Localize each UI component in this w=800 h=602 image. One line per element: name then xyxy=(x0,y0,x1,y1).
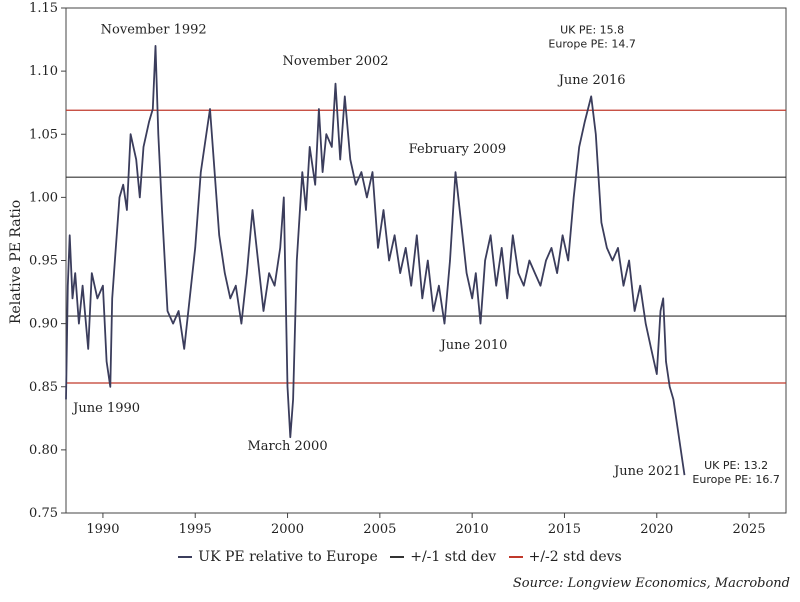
x-tick-label: 2025 xyxy=(733,522,766,537)
annotation-label: November 2002 xyxy=(283,54,389,69)
annotation-label: February 2009 xyxy=(409,142,506,157)
std-dev-lines xyxy=(66,109,786,384)
annotation-label: November 1992 xyxy=(101,22,207,37)
legend: UK PE relative to Europe +/-1 std dev +/… xyxy=(0,546,800,565)
y-tick-label: 1.05 xyxy=(29,127,58,142)
x-tick-label: 2005 xyxy=(363,522,396,537)
y-tick-label: 1.15 xyxy=(29,1,58,16)
source-note: Source: Longview Economics, Macrobond xyxy=(512,576,790,591)
pe-callout-line: UK PE: 15.8 xyxy=(560,23,624,36)
y-tick-label: 0.80 xyxy=(29,443,58,458)
annotation-label: June 1990 xyxy=(71,401,140,416)
y-tick-label: 0.85 xyxy=(29,380,58,395)
x-tick-label: 2010 xyxy=(456,522,489,537)
annotation-label: March 2000 xyxy=(247,439,327,454)
x-tick-label: 1990 xyxy=(86,522,119,537)
y-tick-label: 0.95 xyxy=(29,254,58,269)
pe-callout-line: UK PE: 13.2 xyxy=(704,459,768,472)
annotation-label: June 2016 xyxy=(557,73,626,88)
legend-swatch-uk-pe xyxy=(178,556,193,558)
annotations: November 1992 November 2002 June 2016 Febru… xyxy=(71,22,780,486)
annotation-label: June 2021 xyxy=(612,464,681,479)
legend-item-uk-pe: UK PE relative to Europe xyxy=(178,549,378,565)
legend-label-uk-pe: UK PE relative to Europe xyxy=(198,549,378,565)
plot-area xyxy=(65,7,787,514)
x-tick-label: 1995 xyxy=(179,522,212,537)
y-tick-label: 1.10 xyxy=(29,64,58,79)
pe-callout-line: Europe PE: 16.7 xyxy=(692,473,779,486)
pe-callout-line: Europe PE: 14.7 xyxy=(548,37,635,50)
legend-item-2-std: +/-2 std devs xyxy=(508,549,622,565)
y-tick-label: 0.75 xyxy=(29,506,58,521)
x-tick-label: 2015 xyxy=(548,522,581,537)
y-tick-label: 0.90 xyxy=(29,317,58,332)
legend-label-1-std: +/-1 std dev xyxy=(410,549,497,565)
legend-swatch-2-std xyxy=(508,556,523,558)
uk-pe-relative-line xyxy=(65,45,686,476)
legend-swatch-1-std xyxy=(390,556,405,558)
x-tick-label: 2020 xyxy=(640,522,673,537)
legend-label-2-std: +/-2 std devs xyxy=(528,549,622,565)
y-axis: 0.75 0.80 0.85 0.90 0.95 1.00 1.05 1.10 1.15 xyxy=(29,1,66,521)
x-axis: 1990 1995 2000 2005 2010 2015 2020 2025 xyxy=(86,513,766,537)
y-axis-label: Relative PE Ratio xyxy=(8,200,24,324)
legend-item-1-std: +/-1 std dev xyxy=(390,549,496,565)
y-tick-label: 1.00 xyxy=(29,190,58,205)
x-tick-label: 2000 xyxy=(271,522,304,537)
annotation-label: June 2010 xyxy=(439,338,508,353)
